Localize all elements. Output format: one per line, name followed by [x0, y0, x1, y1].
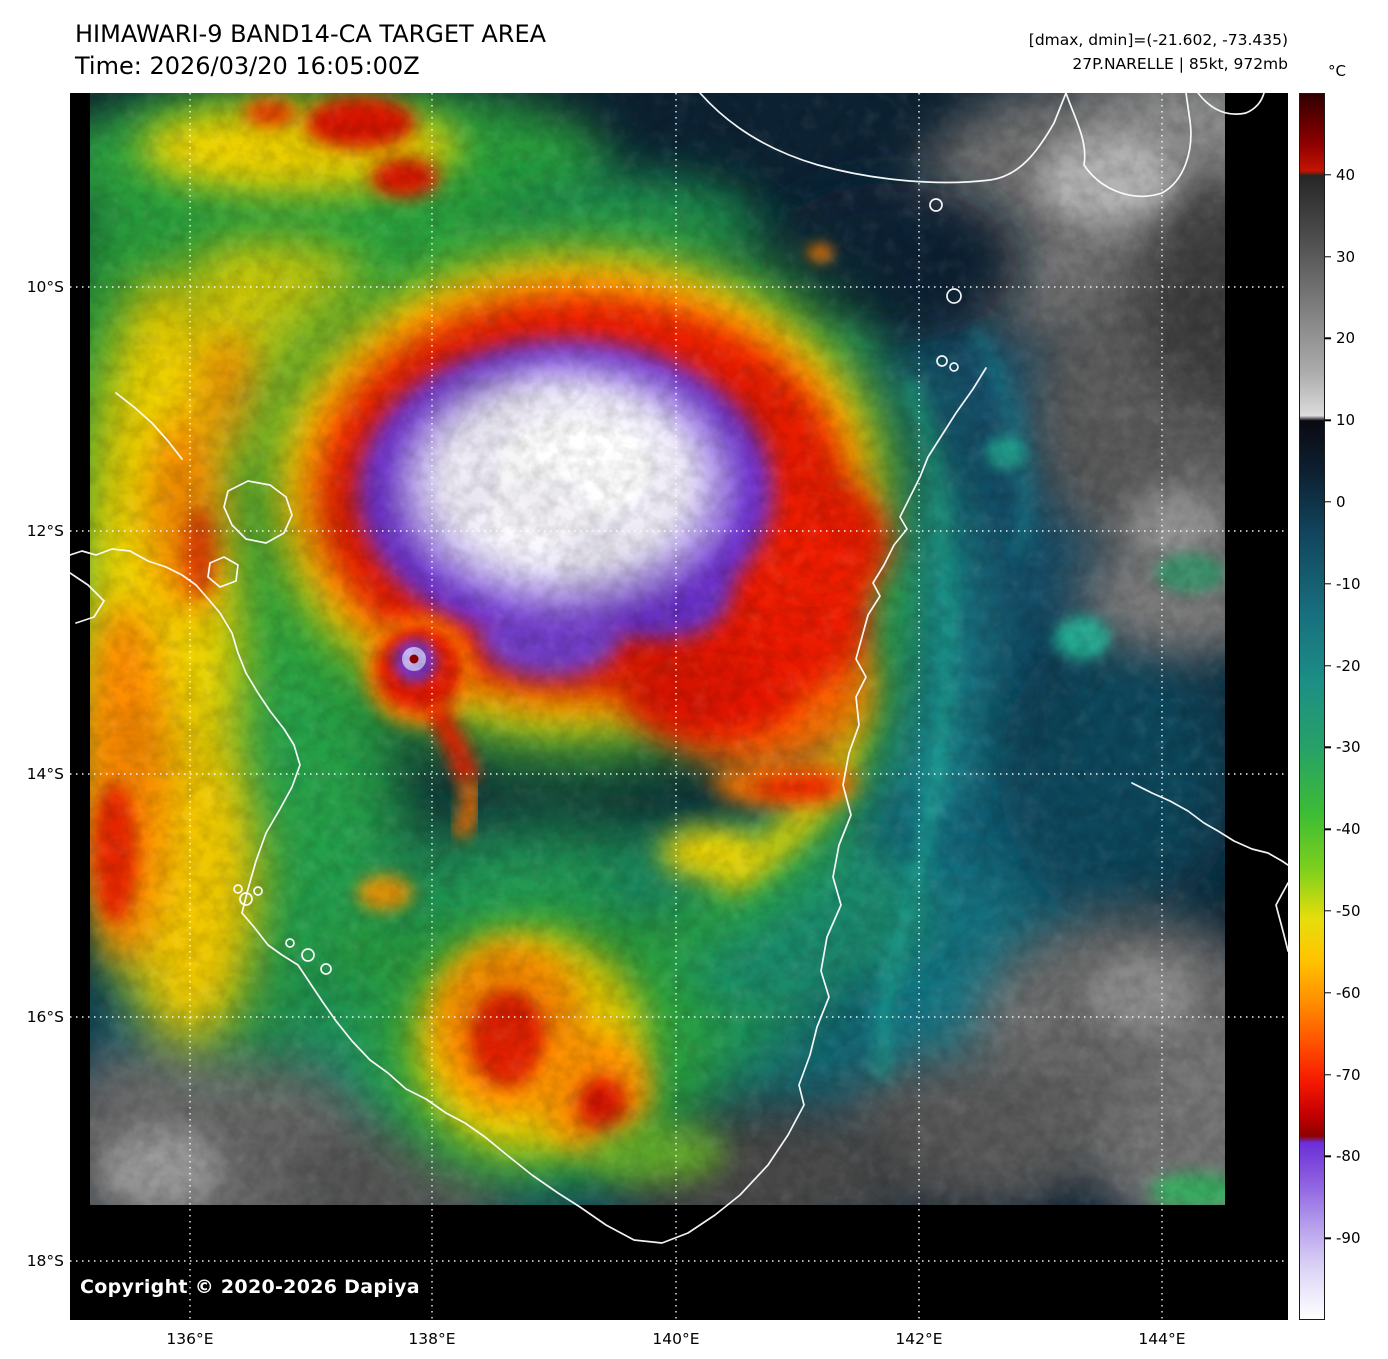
cb-tick-0: [1325, 174, 1331, 176]
cb-tick-7: [1325, 746, 1331, 749]
lat-label-2: 14°S: [26, 765, 64, 783]
satellite-map-plot: Copyright © 2020-2026 Dapiya: [70, 93, 1288, 1320]
cb-tick-label-3: 10: [1336, 411, 1356, 430]
cb-tick-label-11: -70: [1336, 1065, 1361, 1084]
lat-label-4: 18°S: [26, 1252, 64, 1270]
cb-tick-label-2: 20: [1336, 329, 1356, 348]
cb-tick-label-7: -30: [1336, 738, 1361, 757]
infrared-imagery: [90, 93, 1225, 1205]
cb-tick-label-10: -60: [1336, 983, 1361, 1002]
cb-tick-3: [1325, 419, 1331, 421]
cb-tick-label-4: 0: [1336, 493, 1346, 511]
lon-label-4: 144°E: [1138, 1330, 1186, 1348]
cb-tick-label-9: -50: [1336, 902, 1361, 920]
dmax-dmin-readout: [dmax, dmin]=(-21.602, -73.435): [1028, 31, 1288, 49]
lon-label-2: 140°E: [652, 1330, 700, 1348]
cb-tick-label-8: -40: [1336, 820, 1361, 839]
copyright-watermark: Copyright © 2020-2026 Dapiya: [80, 1276, 420, 1298]
cb-tick-label-12: -80: [1336, 1147, 1361, 1166]
cb-tick-label-5: -10: [1336, 574, 1361, 593]
cb-tick-1: [1325, 255, 1331, 258]
cb-tick-2: [1325, 337, 1331, 340]
lat-label-3: 16°S: [26, 1008, 64, 1026]
coastline-overlay: [70, 93, 1288, 1244]
lat-label-1: 12°S: [26, 522, 64, 540]
cb-tick-8: [1325, 828, 1331, 830]
storm-info-block: [dmax, dmin]=(-21.602, -73.435) 27P.NARE…: [1029, 28, 1288, 76]
image-time: Time: 2026/03/20 16:05:00Z: [75, 52, 420, 80]
cb-tick-5: [1325, 583, 1331, 585]
lat-label-0: 10°S: [26, 278, 64, 296]
storm-name-intensity: 27P.NARELLE | 85kt, 972mb: [1072, 55, 1288, 74]
cb-tick-4: [1325, 501, 1331, 503]
lon-label-0: 136°E: [166, 1330, 214, 1348]
cb-tick-11: [1325, 1073, 1331, 1076]
cb-tick-10: [1325, 992, 1331, 994]
page-title: HIMAWARI-9 BAND14-CA TARGET AREA: [75, 20, 547, 48]
cb-tick-label-0: 40: [1336, 165, 1356, 184]
cb-tick-9: [1325, 910, 1331, 912]
cb-tick-label-13: -90: [1336, 1229, 1361, 1248]
cloud-texture: [90, 93, 1225, 1205]
cb-tick-12: [1325, 1155, 1331, 1158]
latlon-grid: [70, 93, 1288, 1320]
satellite-scene: [70, 93, 1288, 1320]
temperature-colorbar: [1299, 93, 1325, 1320]
cb-tick-label-6: -20: [1336, 656, 1361, 675]
colorbar-unit: °C: [1328, 62, 1346, 80]
lon-label-3: 142°E: [895, 1330, 943, 1348]
cb-tick-6: [1325, 664, 1331, 667]
cb-tick-label-1: 30: [1336, 247, 1356, 266]
lon-label-1: 138°E: [408, 1330, 456, 1348]
cb-tick-13: [1325, 1237, 1331, 1239]
